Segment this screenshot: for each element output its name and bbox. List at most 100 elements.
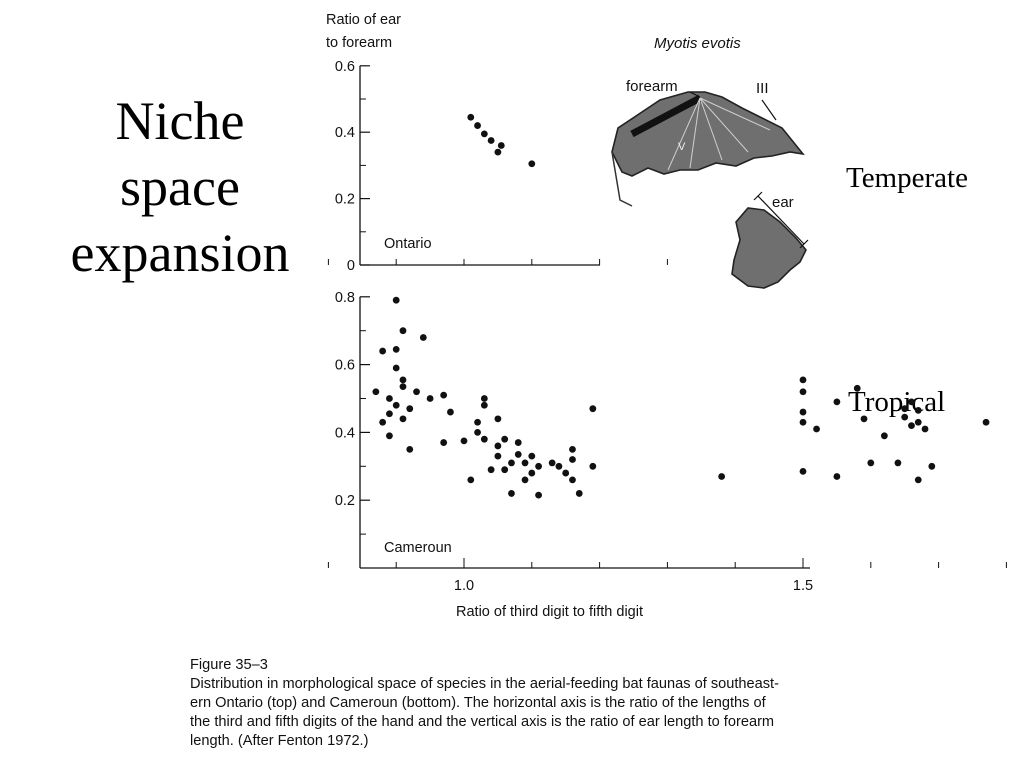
cameroun-point — [914, 418, 922, 426]
ontario-point — [494, 148, 502, 156]
cameroun-point — [480, 395, 488, 402]
cameroun-y-tick-label: 0.6 — [335, 358, 355, 374]
cameroun-point — [386, 410, 393, 418]
ylabel-line-1: Ratio of ear — [326, 12, 401, 28]
ontario-y-tick-label: 0.4 — [335, 125, 355, 141]
cameroun-point — [908, 398, 915, 406]
x-axis-label: Ratio of third digit to fifth digit — [456, 604, 643, 620]
title-line-1: Niche — [115, 91, 245, 151]
cameroun-point — [508, 459, 515, 467]
cameroun-point — [386, 395, 393, 402]
cameroun-point — [880, 432, 888, 440]
cameroun-point — [392, 364, 400, 372]
cameroun-point — [419, 334, 427, 341]
cameroun-point — [447, 408, 454, 416]
cameroun-x-tick-label: 1.0 — [454, 578, 474, 594]
cameroun-point — [474, 418, 481, 426]
cameroun-point — [494, 442, 502, 450]
cameroun-point — [379, 418, 387, 426]
ontario-y-tick-label: 0.6 — [335, 59, 355, 75]
cameroun-point — [921, 425, 929, 433]
ear-label: ear — [772, 194, 794, 211]
cameroun-point — [894, 459, 902, 467]
cameroun-point — [562, 469, 570, 477]
cameroun-point — [813, 425, 820, 433]
cameroun-point — [474, 429, 481, 436]
cameroun-point — [386, 432, 393, 440]
title-line-2: space — [120, 157, 240, 217]
digit-three-pointer — [761, 99, 777, 121]
cameroun-point — [406, 445, 414, 453]
cameroun-point — [413, 388, 420, 396]
cameroun-point — [460, 437, 468, 445]
cameroun-point — [399, 415, 407, 423]
cameroun-point — [799, 388, 807, 396]
cameroun-point — [508, 490, 515, 497]
cameroun-point — [392, 401, 400, 409]
cameroun-points — [372, 296, 990, 499]
cameroun-point — [399, 383, 407, 391]
caption-line-3: the third and fifth digits of the hand a… — [190, 714, 775, 730]
cameroun-x-tick-label: 1.5 — [793, 578, 813, 594]
cameroun-point — [535, 462, 542, 470]
ontario-point — [487, 137, 495, 144]
ontario-y-tick-label: 0 — [347, 258, 355, 274]
figure-caption: Figure 35–3 Distribution in morphologica… — [190, 656, 970, 751]
title-line-3: expansion — [70, 223, 290, 283]
cameroun-y-tick-label: 0.2 — [335, 493, 355, 509]
cameroun-point — [494, 415, 502, 423]
cameroun-point — [501, 435, 509, 443]
cameroun-axes: 0.20.40.60.81.01.52.0 — [327, 290, 1007, 594]
cameroun-point — [914, 476, 922, 484]
ear-measure-ticks — [753, 191, 809, 249]
cameroun-point — [392, 296, 400, 304]
cameroun-point — [521, 459, 529, 467]
cameroun-point — [833, 398, 841, 406]
ontario-y-tick-label: 0.2 — [335, 192, 355, 208]
cameroun-point — [399, 327, 407, 335]
caption-line-1: Distribution in morphological space of s… — [190, 676, 779, 692]
cameroun-y-tick-label: 0.8 — [335, 290, 355, 306]
cameroun-point — [860, 415, 868, 423]
cameroun-point — [480, 401, 488, 409]
cameroun-point — [718, 473, 726, 480]
cameroun-point — [514, 439, 522, 446]
cameroun-point — [392, 345, 400, 353]
bat-wing-icon — [611, 91, 805, 177]
forearm-label: forearm — [626, 78, 678, 95]
cameroun-point — [589, 405, 597, 413]
digit-three-label: III — [756, 80, 769, 97]
cameroun-point — [480, 435, 488, 443]
cameroun-panel-label: Cameroun — [384, 540, 452, 556]
forearm-bone — [630, 94, 702, 138]
cameroun-point — [799, 467, 807, 475]
cameroun-point — [982, 418, 990, 426]
ontario-point — [480, 130, 488, 138]
cameroun-point — [914, 406, 922, 414]
bat-illustration: Myotis evotis forearm III V ear — [611, 35, 809, 289]
caption-line-4: length. (After Fenton 1972.) — [190, 733, 369, 749]
cameroun-point — [372, 388, 380, 396]
caption-title: Figure 35–3 — [190, 657, 268, 673]
ontario-point — [474, 122, 481, 129]
forearm-pointer — [689, 91, 701, 98]
cameroun-point — [399, 376, 407, 384]
ontario-panel: Ratio of ear to forearm 0 0.2 0.4 0.6 Ontar… — [326, 12, 736, 274]
tropical-label: Tropical — [848, 386, 946, 418]
ontario-panel-label: Ontario — [384, 236, 432, 252]
ylabel-line-2: to forearm — [326, 35, 392, 51]
ontario-point — [467, 113, 475, 121]
cameroun-point — [535, 491, 542, 499]
cameroun-point — [548, 459, 556, 467]
temperate-label: Temperate — [846, 162, 968, 194]
wing-digits — [667, 97, 771, 171]
cameroun-point — [569, 456, 576, 463]
species-name: Myotis evotis — [654, 35, 741, 52]
cameroun-point — [440, 391, 448, 399]
cameroun-point — [379, 347, 387, 355]
cameroun-y-tick-label: 0.4 — [335, 425, 355, 441]
ontario-point — [528, 160, 536, 168]
cameroun-panel: 0.20.40.60.81.01.52.0 Cameroun Ratio of … — [327, 290, 1007, 620]
cameroun-point — [569, 445, 576, 453]
